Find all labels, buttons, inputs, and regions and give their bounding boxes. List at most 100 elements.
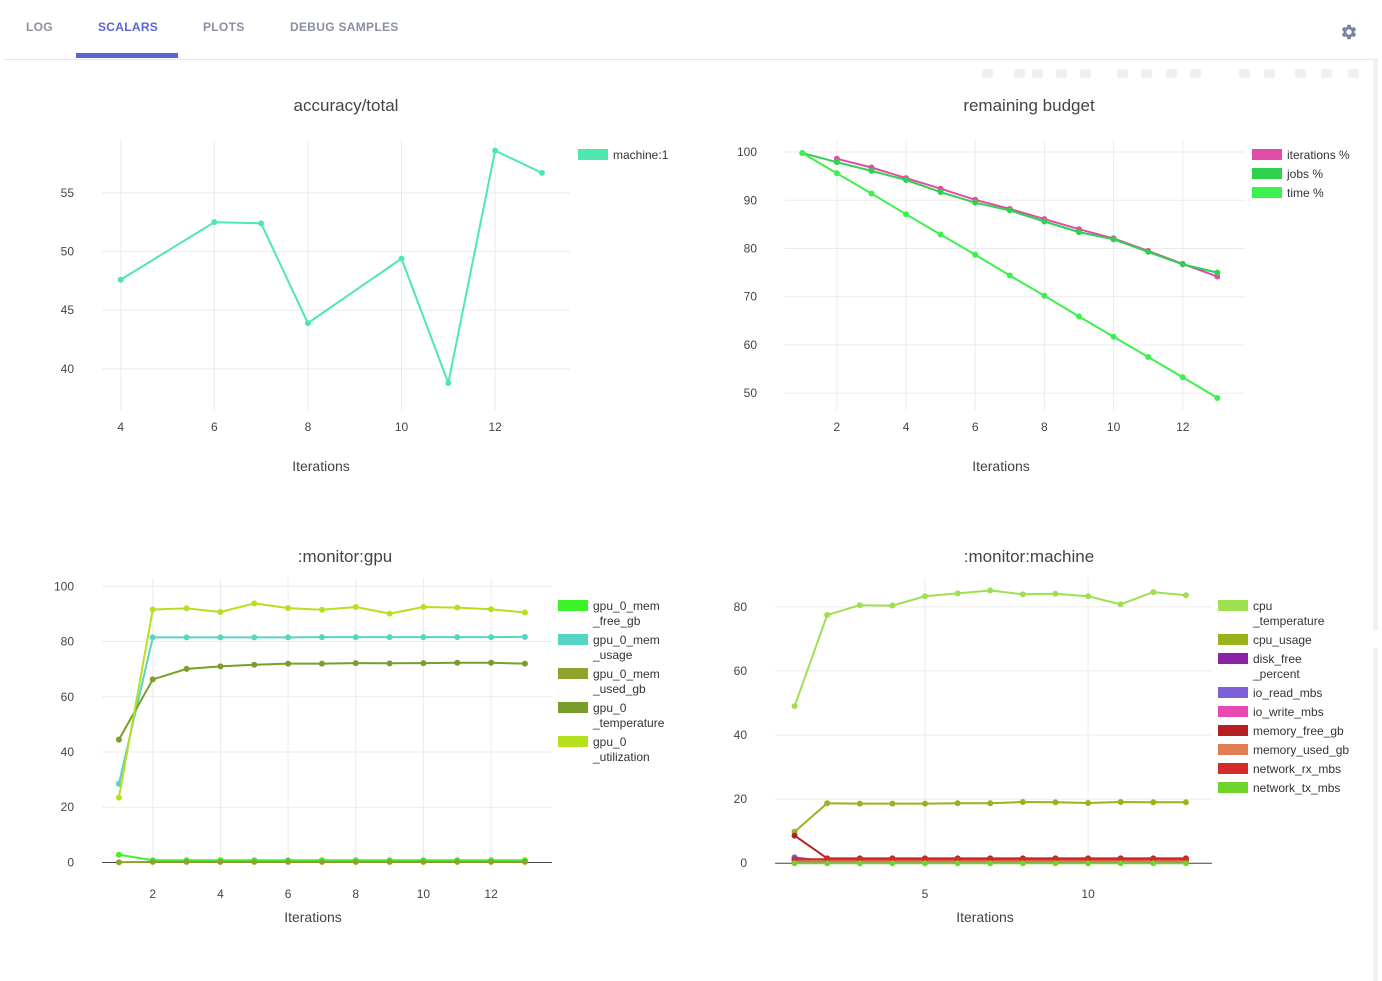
tab-scalars[interactable]: SCALARS — [98, 20, 159, 34]
data-point[interactable] — [922, 860, 929, 867]
data-point[interactable] — [1145, 248, 1152, 255]
legend-swatch[interactable] — [558, 668, 588, 679]
legend-swatch[interactable] — [1252, 187, 1282, 198]
legend-entry[interactable]: cpu _temperature — [1252, 599, 1325, 628]
data-point[interactable] — [521, 660, 528, 667]
legend-swatch[interactable] — [1218, 782, 1248, 793]
data-point[interactable] — [352, 858, 359, 865]
data-point[interactable] — [1075, 229, 1082, 236]
data-point[interactable] — [117, 276, 124, 283]
legend-swatch[interactable] — [1252, 149, 1282, 160]
box-select-icon[interactable] — [1054, 66, 1069, 81]
series-line-0[interactable] — [793, 589, 1186, 707]
scrollbar-track[interactable] — [1373, 60, 1378, 630]
legend-swatch[interactable] — [558, 736, 588, 747]
data-point[interactable] — [1019, 798, 1026, 805]
data-point[interactable] — [791, 703, 798, 710]
data-point[interactable] — [987, 587, 994, 594]
data-point[interactable] — [1075, 313, 1082, 320]
camera-icon[interactable] — [980, 66, 995, 81]
data-point[interactable] — [217, 608, 224, 615]
data-point[interactable] — [856, 602, 863, 609]
data-point[interactable] — [1182, 799, 1189, 806]
data-point[interactable] — [420, 604, 427, 610]
legend-swatch[interactable] — [558, 600, 588, 611]
data-point[interactable] — [521, 609, 528, 616]
data-point[interactable] — [1006, 207, 1013, 214]
data-point[interactable] — [115, 851, 122, 858]
legend-entry[interactable]: gpu_0_mem _used_gb — [592, 667, 660, 696]
data-point[interactable] — [251, 661, 258, 668]
data-point[interactable] — [304, 320, 311, 327]
data-point[interactable] — [824, 860, 831, 867]
data-point[interactable] — [420, 858, 427, 865]
data-point[interactable] — [1117, 601, 1124, 608]
data-point[interactable] — [211, 219, 218, 226]
series-line-1[interactable] — [117, 635, 525, 785]
data-point[interactable] — [258, 220, 265, 227]
data-point[interactable] — [420, 634, 427, 641]
data-point[interactable] — [488, 634, 495, 641]
data-point[interactable] — [149, 634, 156, 641]
data-point[interactable] — [285, 858, 292, 865]
legend-entry[interactable]: memory_used_gb — [1253, 743, 1349, 757]
data-point[interactable] — [251, 634, 258, 641]
data-point[interactable] — [521, 633, 528, 640]
data-point[interactable] — [386, 660, 393, 667]
data-point[interactable] — [454, 858, 461, 865]
legend-swatch[interactable] — [1218, 763, 1248, 774]
data-point[interactable] — [791, 860, 798, 867]
data-point[interactable] — [183, 858, 190, 865]
legend-entry[interactable]: network_tx_mbs — [1253, 781, 1340, 795]
data-point[interactable] — [454, 659, 461, 666]
data-point[interactable] — [1019, 860, 1026, 867]
data-point[interactable] — [937, 231, 944, 238]
table-icon[interactable] — [1346, 66, 1361, 81]
data-point[interactable] — [922, 593, 929, 600]
data-point[interactable] — [386, 858, 393, 865]
data-point[interactable] — [1145, 353, 1152, 360]
data-point[interactable] — [954, 860, 961, 867]
data-point[interactable] — [799, 150, 806, 157]
data-point[interactable] — [217, 858, 224, 865]
legend-entry[interactable]: disk_free _percent — [1252, 652, 1302, 681]
data-point[interactable] — [1085, 860, 1092, 867]
legend-entry[interactable]: time % — [1287, 186, 1324, 200]
data-point[interactable] — [1179, 261, 1186, 268]
data-point[interactable] — [987, 860, 994, 867]
data-point[interactable] — [1041, 292, 1048, 299]
data-point[interactable] — [183, 634, 190, 641]
legend-entry[interactable]: jobs % — [1286, 167, 1323, 181]
data-point[interactable] — [115, 859, 122, 866]
legend-entry[interactable]: network_rx_mbs — [1253, 762, 1341, 776]
zoom-icon[interactable] — [1012, 66, 1027, 81]
data-point[interactable] — [251, 600, 258, 607]
lasso-icon[interactable] — [1078, 66, 1093, 81]
log-scale-icon[interactable] — [1319, 66, 1334, 81]
data-point[interactable] — [833, 170, 840, 177]
data-point[interactable] — [868, 190, 875, 197]
data-point[interactable] — [386, 634, 393, 641]
data-point[interactable] — [833, 159, 840, 166]
legend-swatch[interactable] — [578, 149, 608, 160]
data-point[interactable] — [972, 199, 979, 206]
data-point[interactable] — [954, 590, 961, 597]
data-point[interactable] — [115, 736, 122, 743]
data-point[interactable] — [183, 665, 190, 672]
data-point[interactable] — [183, 605, 190, 612]
data-point[interactable] — [538, 169, 545, 176]
data-point[interactable] — [352, 660, 359, 667]
tab-log[interactable]: LOG — [26, 20, 53, 34]
data-point[interactable] — [1150, 589, 1157, 596]
tab-debug-samples[interactable]: DEBUG SAMPLES — [290, 20, 399, 34]
legend-entry[interactable]: iterations % — [1287, 148, 1350, 162]
data-point[interactable] — [217, 663, 224, 670]
data-point[interactable] — [398, 255, 405, 262]
data-point[interactable] — [386, 610, 393, 617]
data-point[interactable] — [1052, 590, 1059, 597]
legend-swatch[interactable] — [1218, 706, 1248, 717]
data-point[interactable] — [285, 660, 292, 667]
data-point[interactable] — [972, 251, 979, 258]
legend-swatch[interactable] — [1218, 600, 1248, 611]
data-point[interactable] — [445, 380, 452, 386]
